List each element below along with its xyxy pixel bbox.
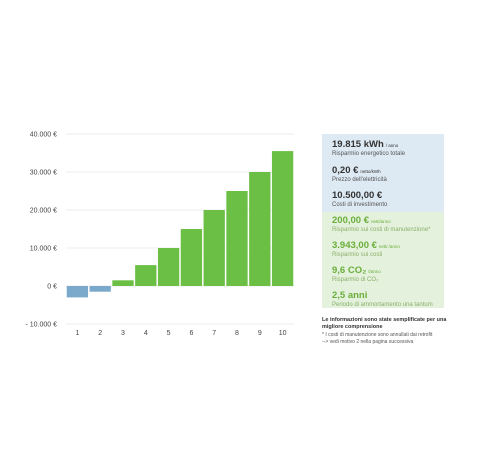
- notes-line-1: * I costi di manutenzione sono annullati…: [322, 331, 433, 338]
- bar-year-4: [135, 265, 157, 286]
- metric-maintenance-savings: 200,00 € netti/anno Risparmio sui costi d…: [332, 215, 431, 233]
- bar-year-10: [271, 151, 294, 286]
- y-tick-label: 0 €: [47, 284, 57, 291]
- metric-payback-period: 2,5 anni Periodo di ammortamento una tan…: [332, 290, 433, 308]
- notes-title: Le informazioni sono state semplificate …: [322, 317, 447, 331]
- x-tick-label: 6: [189, 330, 193, 337]
- notes-line-2: --> vedi motivo 2 nella pagina successiv…: [322, 338, 414, 345]
- x-tick-label: 4: [144, 330, 148, 337]
- bar-year-7: [203, 210, 225, 286]
- bar-year-3: [112, 280, 134, 286]
- y-tick-label: 10.000 €: [30, 246, 57, 253]
- bar-year-2: [89, 286, 111, 292]
- metric-co2-savings: 9,6 CO₂ t/anno Risparmio di CO₂: [332, 265, 381, 283]
- metrics-panel-blue: [322, 134, 444, 212]
- x-tick-label: 10: [279, 330, 287, 337]
- bar-year-6: [180, 229, 203, 286]
- y-tick-label: 30.000 €: [30, 170, 57, 177]
- bar-year-9: [249, 172, 271, 286]
- x-tick-label: 9: [258, 330, 262, 337]
- metric-investment-cost: 10.500,00 € Costi di investimento: [332, 190, 388, 208]
- payback-bar-chart: 40.000 € 30.000 € 20.000 € 10.000 € 0 € - 10.…: [25, 132, 294, 337]
- metric-cost-savings: 3.943,00 € netti /anno Risparmio sui cost…: [332, 240, 400, 258]
- x-tick-label: 1: [75, 330, 79, 337]
- x-tick-label: 2: [98, 330, 102, 337]
- metric-energy-savings: 19.815 kWh / anno Risparmio energetico to…: [332, 139, 406, 157]
- x-tick-label: 8: [235, 330, 239, 337]
- bar-year-8: [226, 191, 248, 286]
- x-tick-label: 7: [212, 330, 216, 337]
- y-tick-label: - 10.000 €: [25, 322, 57, 329]
- metrics-panel-green: [322, 212, 444, 308]
- x-tick-label: 3: [121, 330, 125, 337]
- bar-year-5: [157, 248, 180, 286]
- notes: Le informazioni sono state semplificate …: [322, 317, 452, 345]
- x-tick-label: 5: [167, 330, 171, 337]
- metric-electricity-price: 0,20 € netto/kWh Prezzo dell'elettricità: [332, 165, 387, 183]
- bar-year-1: [66, 286, 89, 298]
- y-tick-label: 40.000 €: [30, 132, 57, 139]
- y-tick-label: 20.000 €: [30, 208, 57, 215]
